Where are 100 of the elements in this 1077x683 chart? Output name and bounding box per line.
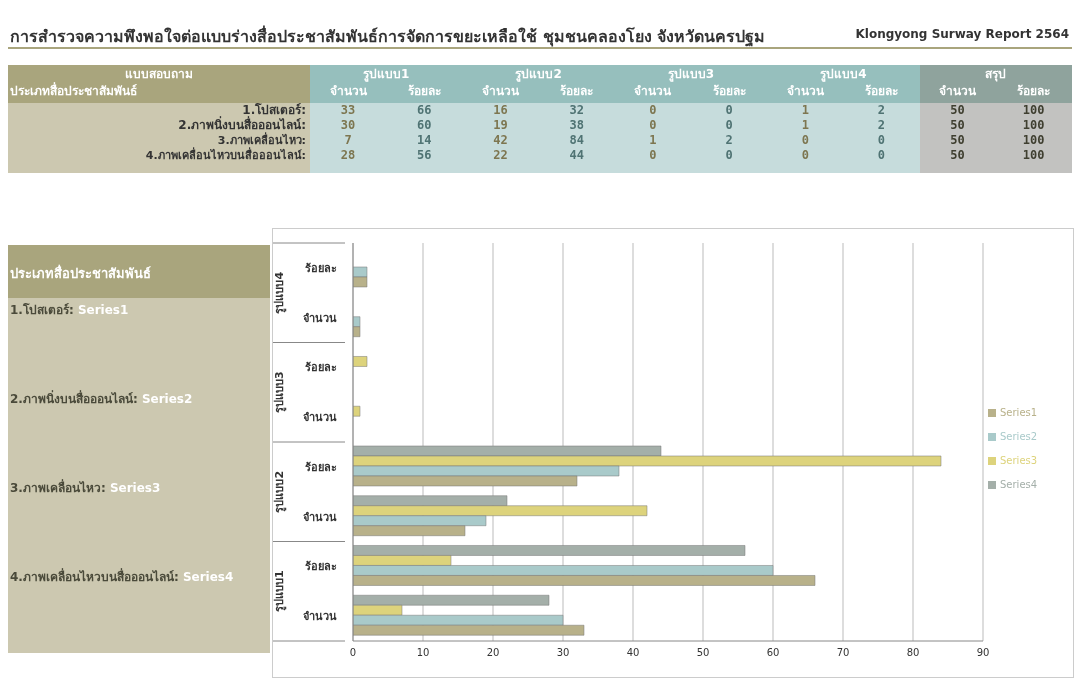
data-label: 0 [691, 118, 768, 133]
x-tick-label: 20 [486, 647, 500, 659]
text: รูปแบบ3 [666, 67, 716, 82]
text: รูปแบบ4 [819, 67, 868, 82]
text: 2.ภาพนิ่งบนสื่อออนไลน์: [10, 392, 138, 406]
category-label: ร้อยละ [406, 84, 442, 99]
data-label: 44 [568, 148, 585, 163]
data-label: 56 [416, 148, 433, 163]
data-label: 7 [310, 133, 387, 148]
legend-label: Series3 [1000, 455, 1038, 466]
x-tick-label: 10 [416, 647, 430, 659]
data-label: 50 [919, 133, 996, 148]
data-label: 1 [767, 103, 844, 118]
x-tick-label: 40 [626, 647, 640, 659]
category-label: ร้อยละ [711, 84, 747, 99]
data-label: 32 [538, 103, 615, 118]
text: Series1 [77, 303, 129, 317]
data-label: 60 [386, 118, 463, 133]
text: รูปแบบ4 [273, 271, 287, 314]
data-label: 1 [767, 118, 844, 133]
x-tick-label: 90 [976, 647, 990, 659]
data-label: 50 [919, 118, 996, 133]
data-label: 38 [538, 118, 615, 133]
x-tick-label: 60 [766, 647, 780, 659]
y-tick-label: จำนวน [303, 510, 337, 524]
data-label: 0 [843, 133, 920, 148]
series-label: 1.โปสเตอร์: [242, 103, 306, 117]
y-tick-label: จำนวน [303, 311, 337, 325]
data-label: 84 [538, 133, 615, 148]
data-label: 2 [843, 103, 920, 118]
x-tick-label: 70 [836, 647, 850, 659]
data-label: 1 [614, 133, 691, 148]
legend-label: Series2 [1000, 431, 1038, 442]
text: รูปแบบ2 [514, 67, 563, 82]
text: รูปแบบ3 [273, 371, 287, 414]
data-label: 100 [995, 118, 1072, 133]
data-label: 0 [767, 133, 844, 148]
text: แบบสอบถาม [124, 67, 194, 82]
text: รูปแบบ1 [273, 570, 287, 613]
category-label: ร้อยละ [864, 84, 899, 99]
text: Klongyong Surway Report 2564 [855, 27, 1069, 41]
category-label: จำนวน [785, 84, 825, 99]
data-label: 0 [876, 148, 887, 163]
x-tick-label: 30 [556, 647, 570, 659]
text: รูปแบบ1 [362, 67, 411, 82]
category-label: ร้อยละ [1016, 84, 1052, 99]
category-label: จำนวน [633, 84, 673, 99]
text: 1.โปสเตอร์: [10, 303, 74, 317]
data-label: 28 [339, 148, 357, 163]
text: การสำรวจความพึงพอใจต่อแบบร่างสื่อประชาสัมพันธ์การจัดการขยะเหลือใช้ ชุมชนคลองโยง จังหวัดนครปฐม [10, 24, 766, 49]
y-tick-label: ร้อยละ [305, 261, 337, 275]
data-label: 0 [691, 103, 768, 118]
text: ประเภทสื่อประชาสัมพันธ์ [10, 84, 138, 99]
data-label: 30 [310, 118, 387, 133]
legend-label: Series1 [1000, 407, 1038, 418]
bar [353, 405, 361, 417]
text: Series3 [109, 481, 161, 495]
data-label: 0 [648, 148, 658, 163]
series-label: 4.ภาพเคลื่อนไหวบนสื่อออนไลน์: [144, 148, 306, 163]
data-label: 0 [614, 103, 691, 118]
data-label: 42 [462, 133, 539, 148]
series-label: 3.ภาพเคลื่อนไหว: [216, 133, 306, 147]
data-label: 2 [691, 133, 768, 148]
data-label: 0 [800, 148, 810, 163]
text: Series2 [141, 392, 193, 406]
data-label: 50 [919, 103, 996, 118]
data-label: 100 [1021, 148, 1046, 163]
category-label: จำนวน [481, 84, 520, 99]
data-label: 0 [724, 148, 734, 163]
x-tick-label: 0 [349, 647, 357, 659]
data-label: 0 [614, 118, 691, 133]
x-tick-label: 80 [906, 647, 920, 659]
y-tick-label: ร้อยละ [305, 560, 337, 574]
text: ประเภทสื่อประชาสัมพันธ์ [10, 263, 151, 283]
data-label: 14 [386, 133, 463, 148]
category-label: ร้อยละ [559, 84, 595, 99]
y-tick-label: ร้อยละ [305, 460, 337, 474]
category-label: จำนวน [328, 84, 368, 99]
data-label: 50 [949, 148, 966, 163]
y-tick-label: จำนวน [303, 411, 337, 425]
data-label: 16 [462, 103, 539, 118]
bar [353, 356, 368, 367]
legend-label: Series4 [1000, 479, 1038, 490]
data-label: 33 [310, 103, 387, 118]
data-label: 100 [995, 133, 1072, 148]
data-label: 2 [843, 118, 920, 133]
y-tick-label: ร้อยละ [305, 361, 337, 375]
data-label: 19 [462, 118, 539, 133]
data-label: 22 [492, 148, 509, 163]
text: รูปแบบ2 [273, 470, 287, 513]
data-label: 66 [386, 103, 463, 118]
text: Series4 [182, 570, 234, 584]
text: 4.ภาพเคลื่อนไหวบนสื่อออนไลน์: [10, 570, 179, 584]
data-label: 100 [995, 103, 1072, 118]
series-label: 2.ภาพนิ่งบนสื่อออนไลน์: [177, 118, 306, 132]
text: สรุป [984, 67, 1008, 82]
y-tick-label: จำนวน [303, 610, 337, 624]
text: 3.ภาพเคลื่อนไหว: [10, 481, 106, 495]
category-label: จำนวน [938, 84, 978, 99]
x-tick-label: 50 [696, 647, 710, 659]
